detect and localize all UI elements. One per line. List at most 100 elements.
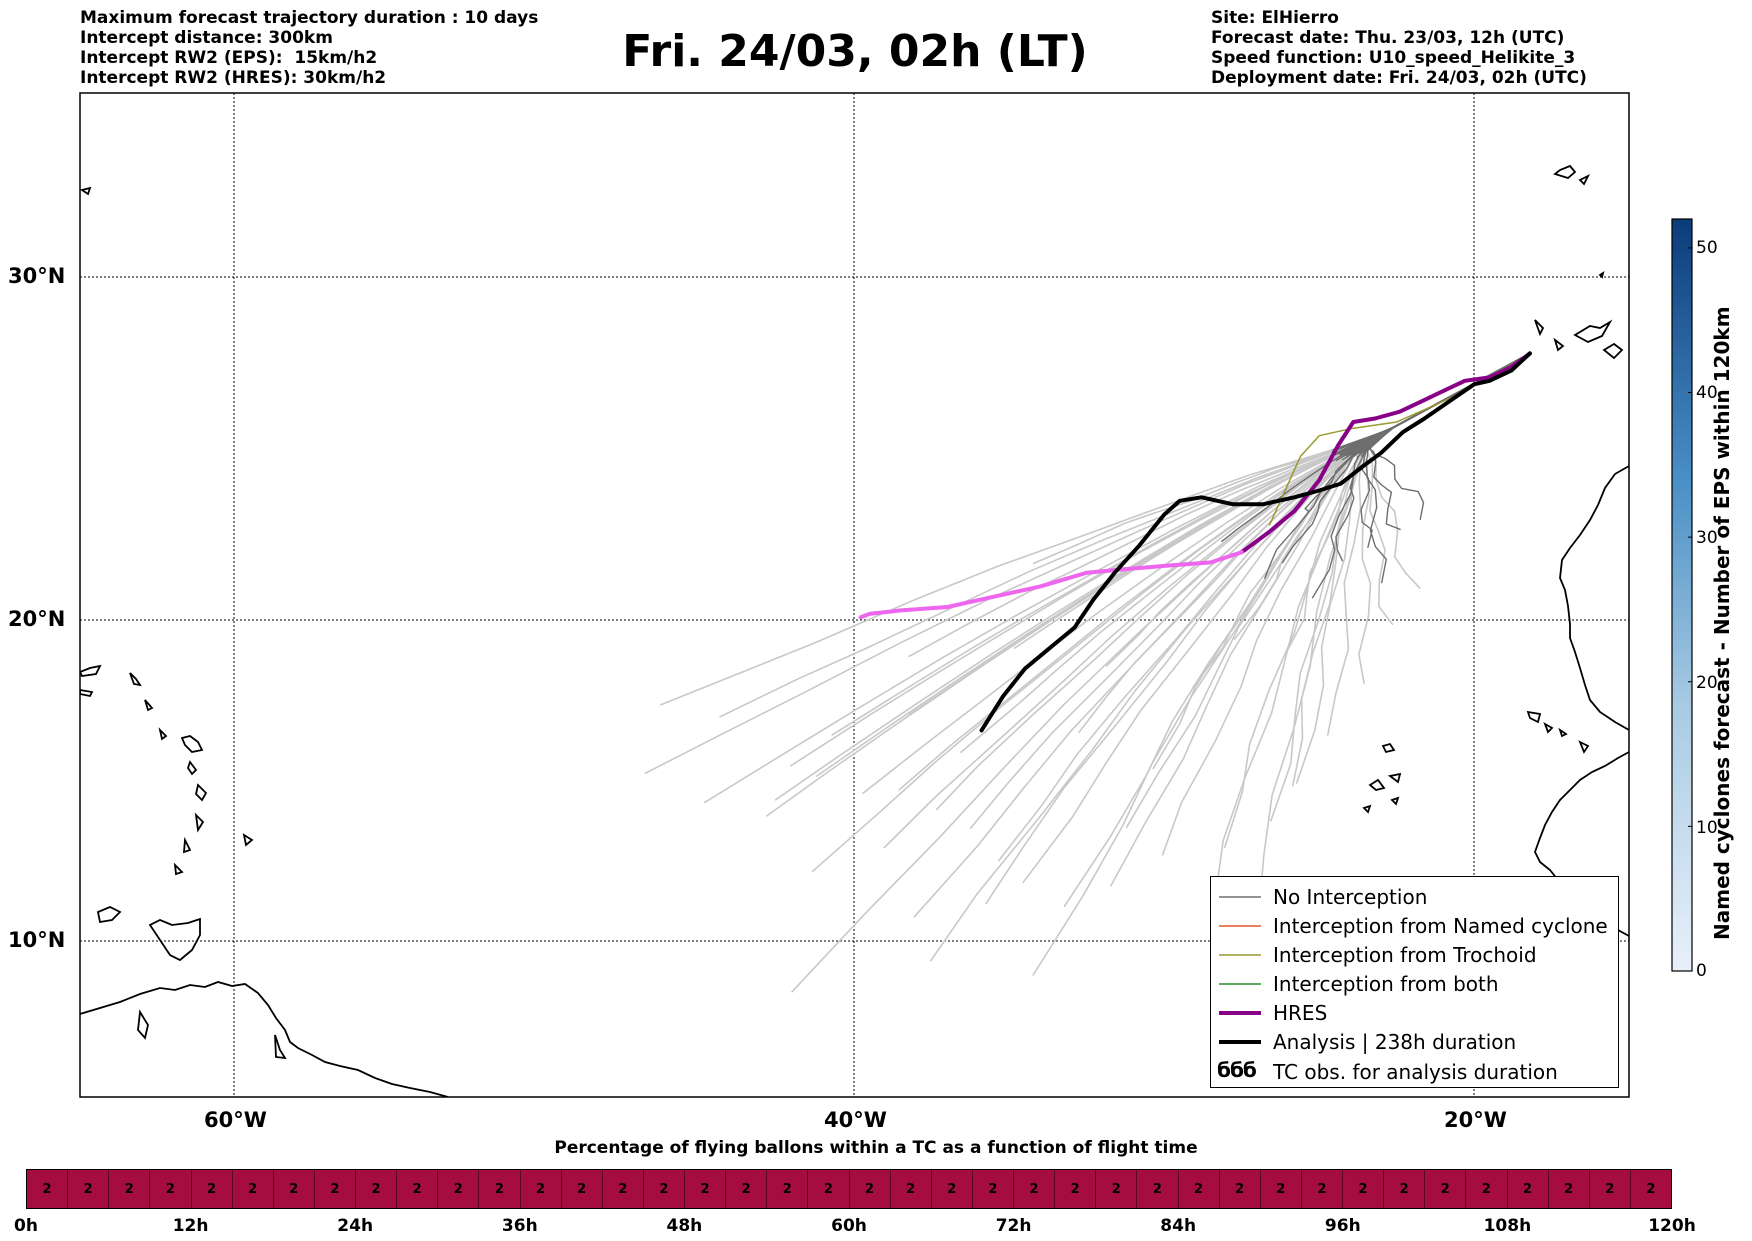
legend-label: Interception from Named cyclone	[1273, 914, 1608, 938]
colorbar-tick: 0	[1696, 961, 1707, 981]
tc-symbol-icon: ббб	[1217, 1058, 1257, 1082]
strip-cell: 2	[1302, 1170, 1343, 1208]
lon-label-40w: 40°W	[824, 1108, 887, 1132]
page-title: Fri. 24/03, 02h (LT)	[622, 26, 1088, 77]
strip-cell: 2	[850, 1170, 891, 1208]
legend-item-trochoid: Interception from Trochoid	[1211, 941, 1618, 969]
legend-item-tc-obs: ббб TC obs. for analysis duration	[1211, 1058, 1618, 1086]
colorbar-tick: 50	[1696, 238, 1718, 258]
strip-cell: 2	[1261, 1170, 1302, 1208]
strip-cell: 2	[1096, 1170, 1138, 1208]
strip-time-label: 48h	[666, 1216, 703, 1236]
strip-cell: 2	[1343, 1170, 1385, 1208]
analysis-track	[979, 351, 1532, 733]
strip-time-label: 0h	[14, 1216, 38, 1236]
colorbar	[1671, 218, 1693, 972]
strip-cell: 2	[644, 1170, 685, 1208]
lon-label-20w: 20°W	[1444, 1108, 1507, 1132]
strip-time-label: 96h	[1324, 1216, 1361, 1236]
strip-cell: 2	[1179, 1170, 1220, 1208]
legend-item-analysis: Analysis | 238h duration	[1211, 1028, 1618, 1056]
lon-label-60w: 60°W	[204, 1108, 267, 1132]
strip-cell: 2	[315, 1170, 356, 1208]
strip-time-label: 72h	[995, 1216, 1032, 1236]
strip-caption: Percentage of flying ballons within a TC…	[554, 1138, 1198, 1158]
colorbar-tick: 40	[1696, 383, 1718, 403]
strip-cell: 2	[233, 1170, 274, 1208]
strip-cell: 2	[1055, 1170, 1097, 1208]
strip-cell: 2	[192, 1170, 233, 1208]
strip-cell: 2	[68, 1170, 110, 1208]
strip-time-label: 120h	[1648, 1216, 1696, 1236]
strip-time-label: 108h	[1483, 1216, 1532, 1236]
strip-cell: 2	[397, 1170, 439, 1208]
map-legend: No Interception Interception from Named …	[1210, 876, 1619, 1088]
header-right-line: Forecast date: Thu. 23/03, 12h (UTC)	[1211, 28, 1565, 48]
colorbar-tick: 30	[1696, 528, 1718, 548]
strip-cell: 2	[1425, 1170, 1467, 1208]
strip-time-label: 36h	[501, 1216, 538, 1236]
strip-cell: 2	[1549, 1170, 1590, 1208]
legend-item-both: Interception from both	[1211, 970, 1618, 998]
header-left-line: Intercept RW2 (HRES): 30km/h2	[80, 68, 387, 88]
strip-cell: 2	[274, 1170, 315, 1208]
strip-cell: 2	[1220, 1170, 1261, 1208]
header-info-right: Site: ElHierro Forecast date: Thu. 23/03…	[1211, 8, 1587, 88]
strip-cell: 2	[973, 1170, 1014, 1208]
header-info-left: Maximum forecast trajectory duration : 1…	[80, 8, 538, 88]
colorbar-tick: 10	[1696, 818, 1718, 838]
strip-cell: 2	[1590, 1170, 1631, 1208]
legend-label: HRES	[1273, 1001, 1328, 1025]
legend-label: Interception from Trochoid	[1273, 943, 1537, 967]
strip-cell: 2	[685, 1170, 727, 1208]
header-left-line: Maximum forecast trajectory duration : 1…	[80, 8, 539, 28]
strip-time-label: 24h	[337, 1216, 374, 1236]
legend-label: No Interception	[1273, 885, 1428, 909]
strip-cell: 2	[27, 1170, 69, 1208]
map-frame	[79, 92, 1630, 1098]
colorbar-label-text: Named cyclones forecast - Number of EPS …	[1710, 306, 1734, 940]
strip-cell: 2	[150, 1170, 192, 1208]
legend-item-no-interception: No Interception	[1211, 883, 1618, 911]
strip-cell: 2	[1508, 1170, 1549, 1208]
strip-cell: 2	[932, 1170, 973, 1208]
lat-label-10n: 10°N	[8, 928, 66, 952]
hres-track-early	[1239, 351, 1532, 555]
strip-cell: 2	[521, 1170, 562, 1208]
hres-track-late	[858, 550, 1244, 620]
legend-item-named-cyclone: Interception from Named cyclone	[1211, 912, 1618, 940]
colorbar-tick: 20	[1696, 673, 1718, 693]
strip-time-label: 12h	[172, 1216, 209, 1236]
strip-cell: 2	[891, 1170, 932, 1208]
strip-cell: 2	[726, 1170, 768, 1208]
strip-cell: 2	[479, 1170, 521, 1208]
header-left-line: Intercept RW2 (EPS): 15km/h2	[80, 48, 378, 68]
strip-cell: 2	[1384, 1170, 1426, 1208]
trochoid-track	[1268, 356, 1528, 526]
strip-cell: 2	[438, 1170, 480, 1208]
lat-label-30n: 30°N	[8, 264, 66, 288]
legend-label: Analysis | 238h duration	[1273, 1030, 1517, 1054]
strip-cell: 2	[603, 1170, 644, 1208]
strip-cell: 2	[767, 1170, 809, 1208]
header-right-line: Deployment date: Fri. 24/03, 02h (UTC)	[1211, 68, 1587, 88]
trajectory-tracks	[644, 351, 1532, 993]
strip-cell: 2	[109, 1170, 151, 1208]
header-right-line: Speed function: U10_speed_Helikite_3	[1211, 48, 1576, 68]
strip-cell: 2	[562, 1170, 603, 1208]
strip-cell: 2	[1466, 1170, 1508, 1208]
legend-item-hres: HRES	[1211, 999, 1618, 1027]
strip-cell: 2	[808, 1170, 850, 1208]
strip-time-label: 84h	[1160, 1216, 1197, 1236]
lat-label-20n: 20°N	[8, 607, 66, 631]
header-right-line: Site: ElHierro	[1211, 8, 1339, 28]
header-left-line: Intercept distance: 300km	[80, 28, 333, 48]
strip-cell: 2	[356, 1170, 398, 1208]
strip-time-label: 60h	[831, 1216, 867, 1236]
legend-label: TC obs. for analysis duration	[1273, 1060, 1558, 1084]
strip-cell: 2	[1646, 1181, 1656, 1197]
legend-label: Interception from both	[1273, 972, 1499, 996]
strip-cell: 2	[1137, 1170, 1179, 1208]
strip-cell: 2	[1014, 1170, 1056, 1208]
